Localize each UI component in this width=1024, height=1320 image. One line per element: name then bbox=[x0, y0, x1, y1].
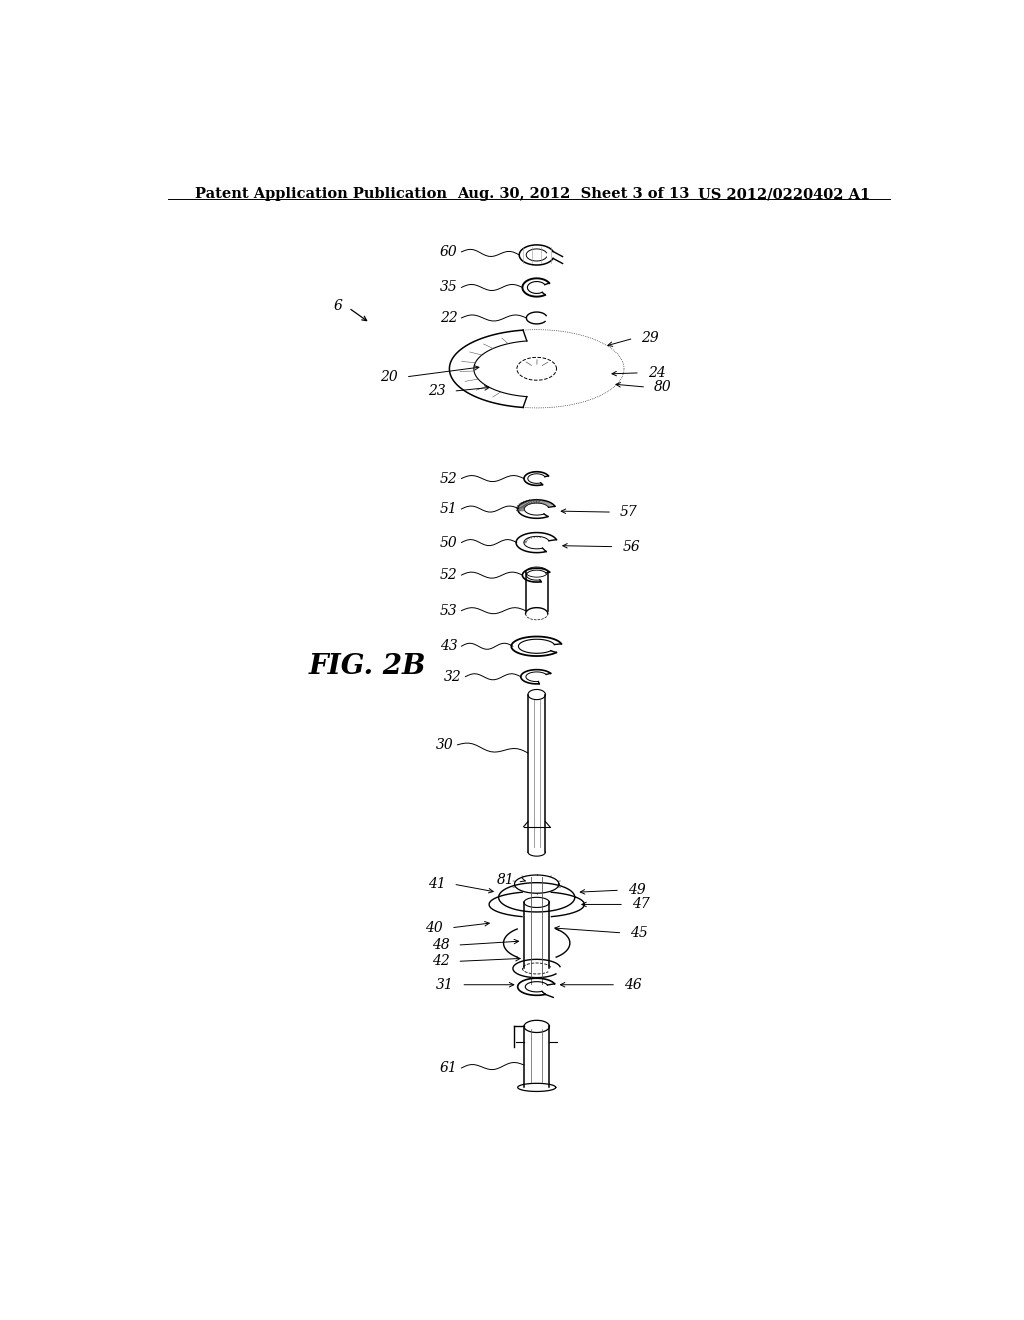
Text: 40: 40 bbox=[425, 921, 443, 935]
Text: 41: 41 bbox=[428, 876, 445, 891]
Text: 45: 45 bbox=[631, 925, 648, 940]
Text: Patent Application Publication: Patent Application Publication bbox=[196, 187, 447, 202]
Text: Aug. 30, 2012  Sheet 3 of 13: Aug. 30, 2012 Sheet 3 of 13 bbox=[458, 187, 690, 202]
Text: 60: 60 bbox=[439, 246, 458, 259]
Text: 56: 56 bbox=[623, 540, 640, 553]
Text: 23: 23 bbox=[428, 384, 445, 399]
Text: FIG. 2B: FIG. 2B bbox=[309, 653, 426, 680]
Text: 42: 42 bbox=[432, 954, 450, 969]
Text: 50: 50 bbox=[439, 536, 458, 549]
Text: 47: 47 bbox=[632, 898, 649, 911]
Text: 30: 30 bbox=[435, 738, 454, 752]
Text: 24: 24 bbox=[648, 366, 666, 380]
Text: 61: 61 bbox=[439, 1061, 458, 1074]
Text: 20: 20 bbox=[380, 370, 397, 384]
Text: 43: 43 bbox=[439, 639, 458, 653]
Text: 80: 80 bbox=[654, 380, 672, 395]
Text: 46: 46 bbox=[624, 978, 642, 991]
Text: 53: 53 bbox=[439, 603, 458, 618]
Text: 52: 52 bbox=[439, 471, 458, 486]
Text: 32: 32 bbox=[443, 669, 462, 684]
Text: 22: 22 bbox=[439, 312, 458, 325]
Text: 6: 6 bbox=[334, 298, 343, 313]
Text: 51: 51 bbox=[439, 502, 458, 516]
Text: 48: 48 bbox=[432, 939, 450, 952]
Text: US 2012/0220402 A1: US 2012/0220402 A1 bbox=[697, 187, 870, 202]
Text: 81: 81 bbox=[497, 873, 514, 887]
Text: 35: 35 bbox=[439, 280, 458, 294]
Text: 29: 29 bbox=[641, 331, 659, 346]
Text: 49: 49 bbox=[628, 883, 646, 898]
Text: 52: 52 bbox=[439, 568, 458, 582]
Text: 31: 31 bbox=[435, 978, 454, 991]
Text: 57: 57 bbox=[620, 506, 638, 519]
